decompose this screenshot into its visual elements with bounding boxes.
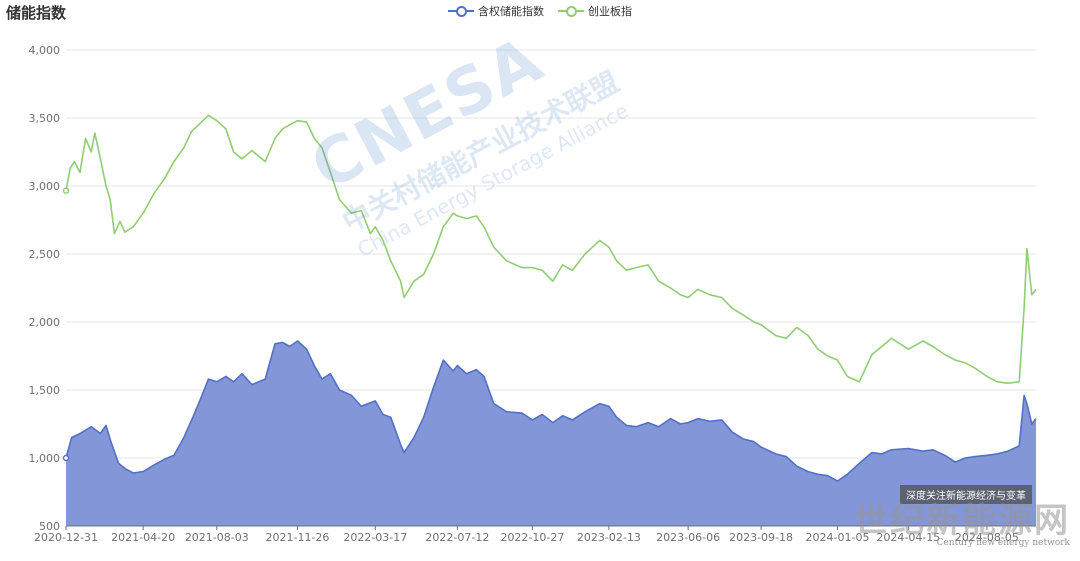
series-1-line — [65, 340, 1037, 482]
x-tick-label: 2023-06-06 — [656, 531, 720, 544]
series-2-start-point — [62, 187, 70, 194]
x-tick-label: 2020-12-31 — [34, 531, 98, 544]
x-tick-label: 2024-01-05 — [806, 531, 870, 544]
x-tick-label: 2021-08-03 — [185, 531, 249, 544]
y-tick-label: 2,000 — [29, 316, 61, 329]
x-tick-label: 2022-07-12 — [425, 531, 489, 544]
legend-swatch-series-2 — [558, 6, 584, 17]
caption-badge: 深度关注新能源经济与变革 — [900, 485, 1032, 504]
series-layer — [62, 114, 1037, 526]
series-1-start-point — [62, 454, 70, 462]
series-1-area — [66, 341, 1036, 526]
site-logo: 世纪新能源网 Century new energy network — [854, 504, 1070, 548]
x-tick-label: 2023-02-13 — [577, 531, 641, 544]
site-logo-en: Century new energy network — [936, 538, 1070, 548]
y-tick-label: 500 — [39, 520, 60, 533]
y-tick-label: 2,500 — [29, 248, 61, 261]
x-tick-label: 2021-04-20 — [111, 531, 175, 544]
x-axis — [65, 525, 1036, 530]
y-tick-label: 3,500 — [29, 112, 61, 125]
series-2-line — [65, 114, 1037, 384]
x-tick-label: 2023-09-18 — [729, 531, 793, 544]
site-logo-cn: 世纪新能源网 — [854, 501, 1070, 541]
chart-title: 储能指数 — [6, 4, 67, 22]
y-tick-label: 1,500 — [29, 384, 61, 397]
legend-label-series-1: 含权储能指数 — [478, 5, 544, 18]
y-tick-label: 3,000 — [29, 180, 61, 193]
legend-label-series-2: 创业板指 — [588, 5, 632, 18]
x-tick-label: 2021-11-26 — [265, 531, 329, 544]
y-tick-label: 4,000 — [29, 44, 61, 57]
x-axis-labels: 2020-12-31 2021-04-20 2021-08-03 2021-11-26… — [34, 531, 1019, 544]
x-tick-label: 2024-08-05 — [955, 531, 1019, 544]
legend-item-series-2[interactable]: 创业板指 — [558, 3, 632, 19]
x-tick-label: 2022-10-27 — [500, 531, 564, 544]
x-tick-label: 2024-04-15 — [876, 531, 940, 544]
legend-swatch-series-1 — [448, 6, 474, 17]
x-tick-label: 2022-03-17 — [343, 531, 407, 544]
legend: 含权储能指数 创业板指 — [0, 3, 1080, 19]
legend-item-series-1[interactable]: 含权储能指数 — [448, 3, 544, 19]
y-tick-label: 1,000 — [29, 452, 61, 465]
y-axis-labels: 500 1,000 1,500 2,000 2,500 3,000 3,500 4,000 — [29, 44, 61, 533]
